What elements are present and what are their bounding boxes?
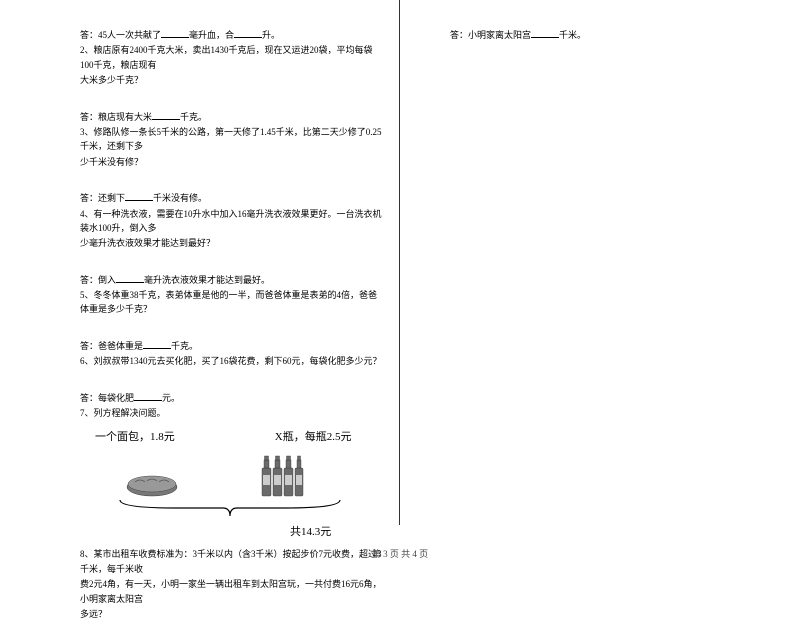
q8-line3: 多远？ xyxy=(80,607,384,621)
bread-icon xyxy=(125,470,180,498)
q3-answer-suffix: 千米没有修。 xyxy=(153,193,207,203)
q7-images-row xyxy=(125,450,384,498)
q1-answer-mid: 毫升血，合 xyxy=(189,30,234,40)
q5-line1: 5、冬冬体重38千克，表弟体重是他的一半，而爸爸体重是表弟的4倍，爸爸体重是多少… xyxy=(80,288,384,317)
left-column: 答：45人一次共献了 毫升血，合 升。 2、粮店原有2400千克大米，卖出1430千… xyxy=(10,0,400,525)
q7-labels-row: 一个面包，1.8元 X瓶，每瓶2.5元 xyxy=(95,428,384,444)
q8-answer: 答：小明家离太阳宫 千米。 xyxy=(450,28,775,42)
q7-bottle-label: X瓶，每瓶2.5元 xyxy=(275,428,352,444)
q1-answer: 答：45人一次共献了 毫升血，合 升。 xyxy=(80,28,384,42)
q1-answer-prefix: 答：45人一次共献了 xyxy=(80,30,161,40)
q4-answer: 答：倒入 毫升洗衣液效果才能达到最好。 xyxy=(80,273,384,287)
q8-answer-prefix: 答：小明家离太阳宫 xyxy=(450,30,531,40)
q5-answer-suffix: 千克。 xyxy=(171,341,198,351)
q6-line1: 6、刘叔叔带1340元去买化肥，买了16袋花费，剩下60元，每袋化肥多少元？ xyxy=(80,354,384,368)
blank xyxy=(143,339,171,349)
bottles-icon xyxy=(260,450,304,498)
q4-line2: 少毫升洗衣液效果才能达到最好？ xyxy=(80,236,384,250)
blank xyxy=(134,391,162,401)
q4-answer-prefix: 答：倒入 xyxy=(80,275,116,285)
blank xyxy=(125,191,153,201)
q3-line2: 少千米没有修？ xyxy=(80,155,384,169)
brace-icon xyxy=(115,498,345,518)
page-footer: 第 3 页 共 4 页 xyxy=(0,547,800,560)
blank xyxy=(161,28,189,38)
q6-answer-suffix: 元。 xyxy=(162,393,180,403)
q2-answer: 答：粮店现有大米 千克。 xyxy=(80,110,384,124)
q1-answer-suffix: 升。 xyxy=(262,30,280,40)
q7-total: 共14.3元 xyxy=(290,523,384,539)
right-column: 答：小明家离太阳宫 千米。 xyxy=(400,0,790,525)
q5-answer: 答：爸爸体重是 千克。 xyxy=(80,339,384,353)
blank xyxy=(152,110,180,120)
q8-answer-suffix: 千米。 xyxy=(559,30,586,40)
q8-line2: 费2元4角，有一天，小明一家坐一辆出租车到太阳宫玩，一共付费16元6角，小明家离… xyxy=(80,577,384,606)
q3-answer: 答：还剩下 千米没有修。 xyxy=(80,191,384,205)
blank xyxy=(116,273,144,283)
q7-bread-label: 一个面包，1.8元 xyxy=(95,428,175,444)
page-container: 答：45人一次共献了 毫升血，合 升。 2、粮店原有2400千克大米，卖出1430千… xyxy=(0,0,800,525)
q3-answer-prefix: 答：还剩下 xyxy=(80,193,125,203)
blank xyxy=(234,28,262,38)
q4-line1: 4、有一种洗衣液，需要在10升水中加入16毫升洗衣液效果更好。一台洗衣机装水10… xyxy=(80,207,384,236)
q4-answer-suffix: 毫升洗衣液效果才能达到最好。 xyxy=(144,275,270,285)
q2-line2: 大米多少千克？ xyxy=(80,73,384,87)
q7-visual: 一个面包，1.8元 X瓶，每瓶2.5元 xyxy=(80,428,384,539)
q2-answer-prefix: 答：粮店现有大米 xyxy=(80,112,152,122)
blank xyxy=(531,28,559,38)
q6-answer: 答：每袋化肥 元。 xyxy=(80,391,384,405)
q3-line1: 3、修路队修一条长5千米的公路，第一天修了1.45千米，比第二天少修了0.25千… xyxy=(80,125,384,154)
q5-answer-prefix: 答：爸爸体重是 xyxy=(80,341,143,351)
q2-line1: 2、粮店原有2400千克大米，卖出1430千克后，现在又运进20袋，平均每袋10… xyxy=(80,43,384,72)
q6-answer-prefix: 答：每袋化肥 xyxy=(80,393,134,403)
q7-title: 7、列方程解决问题。 xyxy=(80,406,384,420)
q2-answer-suffix: 千克。 xyxy=(180,112,207,122)
